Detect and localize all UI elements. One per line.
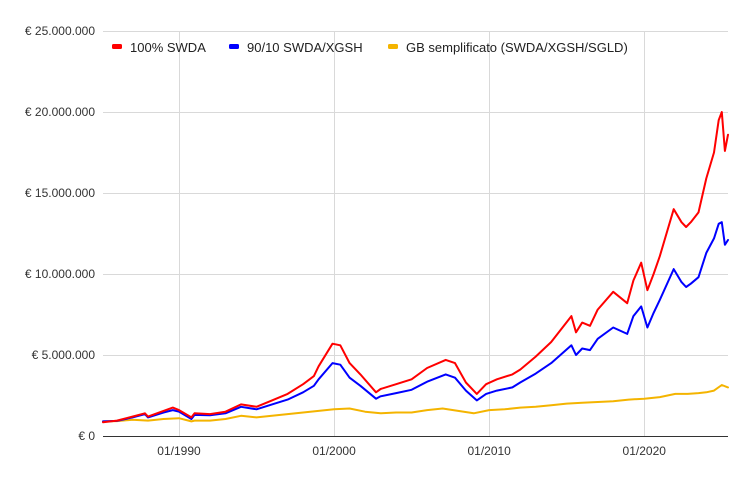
y-axis-ticks: € 0 € 5.000.000 € 10.000.000 € 15.000.00… bbox=[25, 24, 95, 443]
series-line-90-10-swda-xgsh bbox=[102, 221, 729, 423]
series-line-gb-semplificato bbox=[102, 384, 729, 423]
series-lines bbox=[102, 111, 729, 424]
legend-item: 100% SWDA bbox=[112, 40, 206, 55]
y-tick-label: € 25.000.000 bbox=[25, 24, 95, 38]
x-tick-label: 01/2000 bbox=[312, 444, 356, 458]
legend-label: 90/10 SWDA/XGSH bbox=[247, 40, 363, 55]
x-axis-ticks: 01/1990 01/2000 01/2010 01/2020 bbox=[157, 444, 666, 458]
legend-swatch bbox=[229, 44, 239, 49]
x-tick-label: 01/2020 bbox=[623, 444, 667, 458]
legend-item: GB semplificato (SWDA/XGSH/SGLD) bbox=[388, 40, 628, 55]
y-tick-label: € 15.000.000 bbox=[25, 186, 95, 200]
x-tick-label: 01/1990 bbox=[157, 444, 201, 458]
y-tick-label: € 20.000.000 bbox=[25, 105, 95, 119]
x-tick-label: 01/2010 bbox=[467, 444, 511, 458]
legend-label: 100% SWDA bbox=[130, 40, 206, 55]
legend-swatch bbox=[112, 44, 122, 49]
legend-item: 90/10 SWDA/XGSH bbox=[229, 40, 363, 55]
legend: 100% SWDA 90/10 SWDA/XGSH GB semplificat… bbox=[112, 40, 628, 55]
series-line-100-swda bbox=[102, 111, 729, 424]
y-tick-label: € 5.000.000 bbox=[32, 348, 96, 362]
legend-swatch bbox=[388, 44, 398, 49]
legend-label: GB semplificato (SWDA/XGSH/SGLD) bbox=[406, 40, 628, 55]
y-tick-label: € 10.000.000 bbox=[25, 267, 95, 281]
y-tick-label: € 0 bbox=[78, 429, 95, 443]
gridlines bbox=[103, 31, 728, 437]
